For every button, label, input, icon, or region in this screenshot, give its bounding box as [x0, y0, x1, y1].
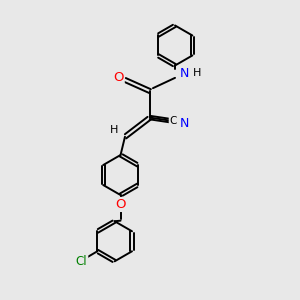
Text: Cl: Cl [76, 255, 87, 268]
Text: O: O [113, 71, 124, 84]
Text: O: O [115, 198, 126, 211]
Text: N: N [180, 67, 189, 80]
Text: H: H [110, 125, 118, 135]
Text: C: C [169, 116, 177, 126]
Text: H: H [193, 68, 201, 78]
Text: N: N [180, 117, 189, 130]
